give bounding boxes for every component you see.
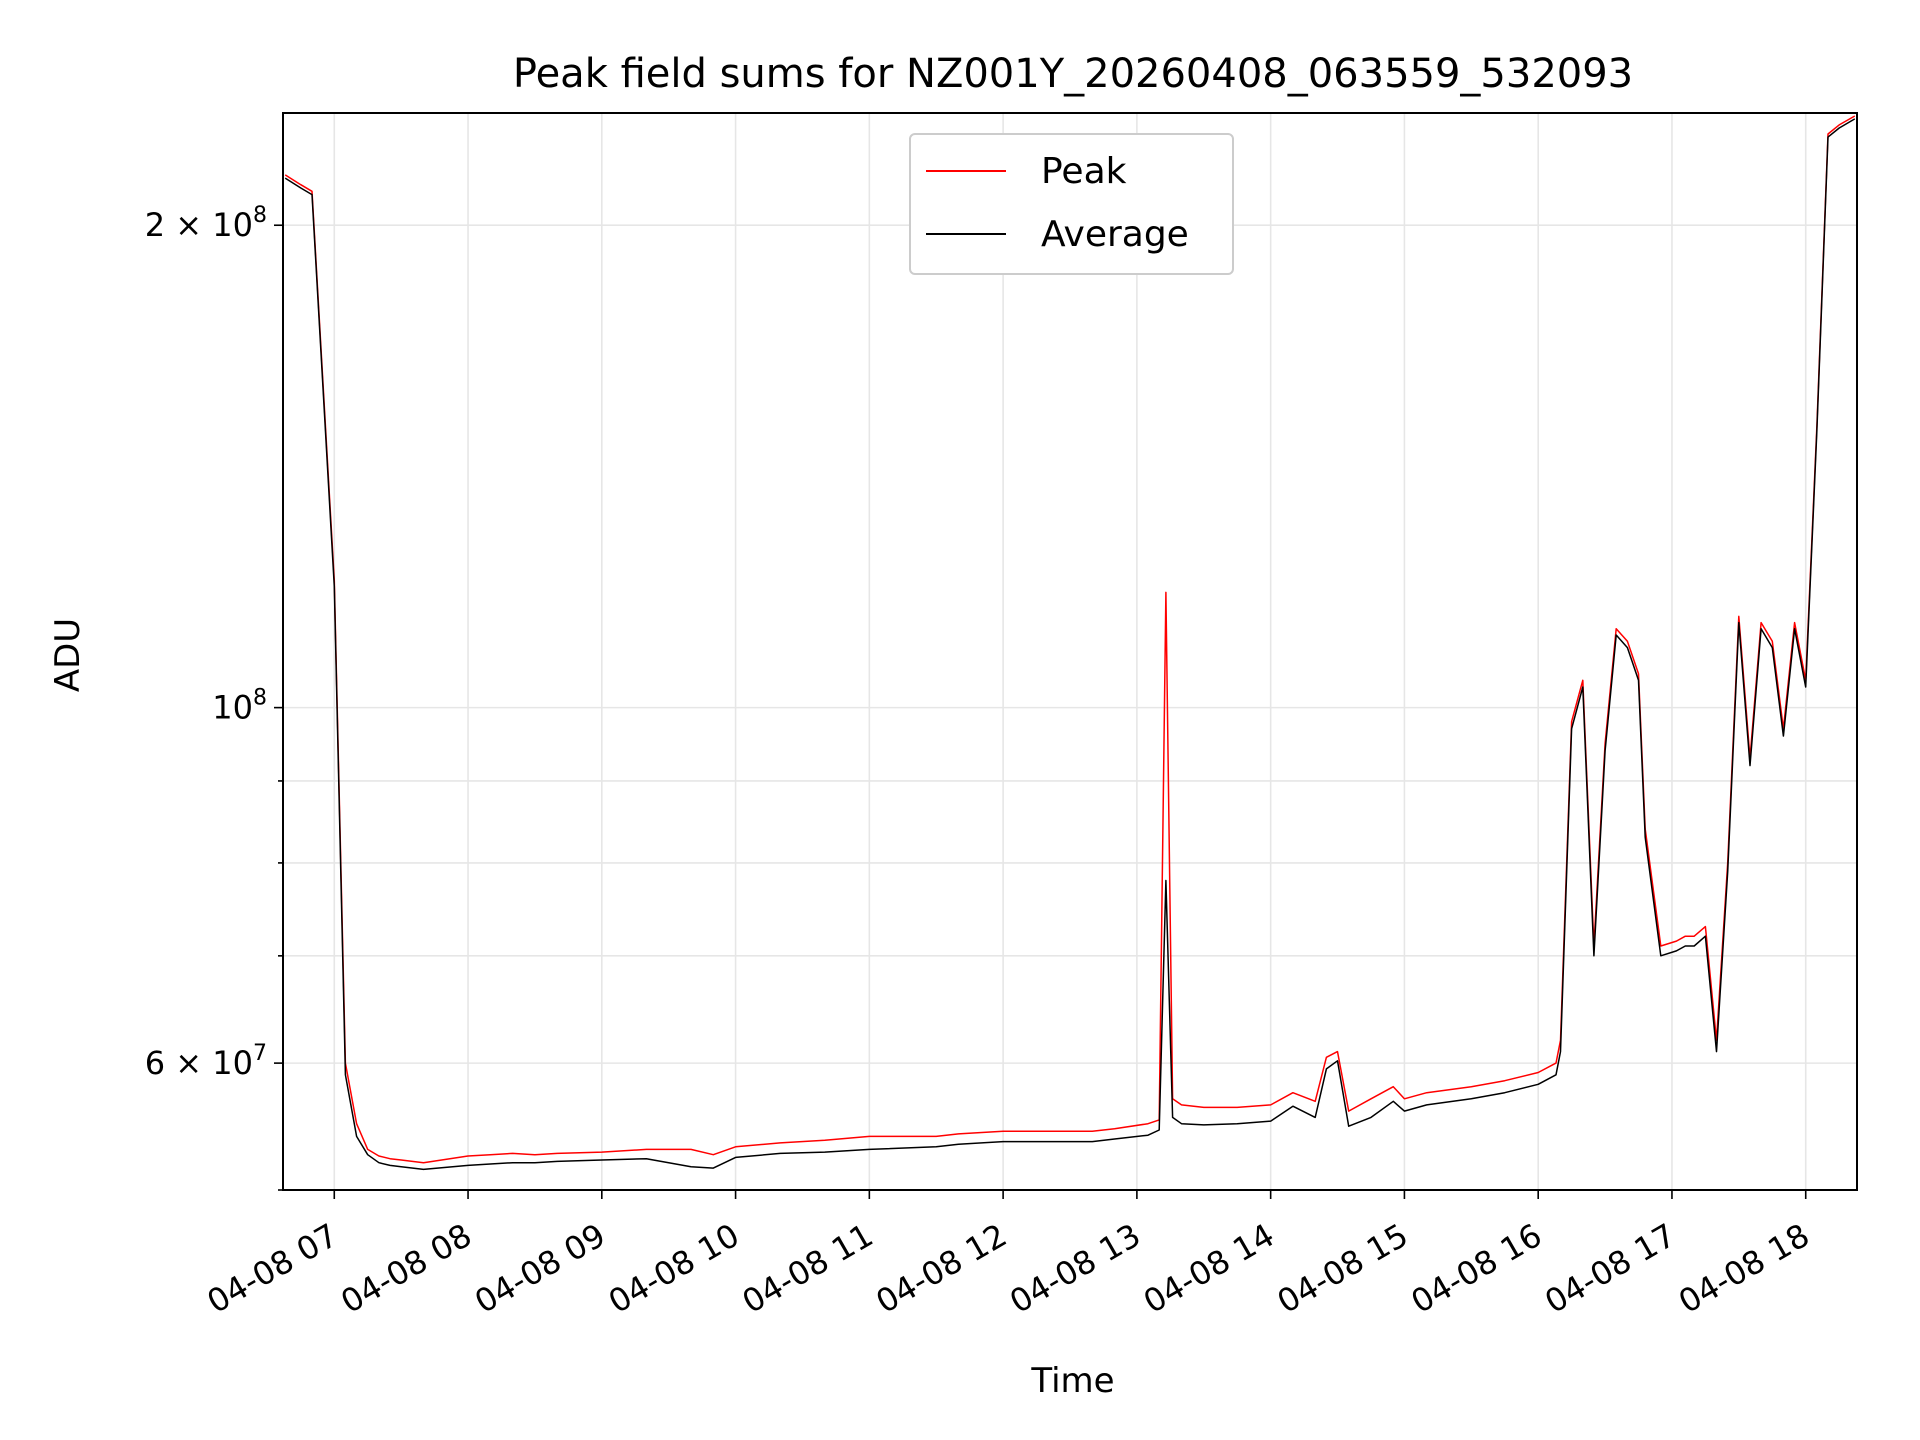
chart-title: Peak field sums for NZ001Y_20260408_0635… bbox=[513, 51, 1633, 97]
y-tick-label: 2 × 108 bbox=[145, 203, 267, 244]
plot-frame bbox=[282, 112, 1858, 1191]
series-line-peak bbox=[284, 115, 1856, 1164]
legend: Peak Average bbox=[909, 133, 1234, 275]
x-axis-label: Time bbox=[1030, 1361, 1114, 1401]
y-axis-label: ADU bbox=[48, 618, 88, 692]
series-line-average bbox=[284, 118, 1856, 1171]
y-tick-label: 108 bbox=[212, 686, 267, 727]
legend-peak-label: Peak bbox=[1041, 151, 1127, 192]
y-tick-label: 6 × 107 bbox=[145, 1041, 267, 1082]
legend-average-label: Average bbox=[1041, 214, 1189, 255]
